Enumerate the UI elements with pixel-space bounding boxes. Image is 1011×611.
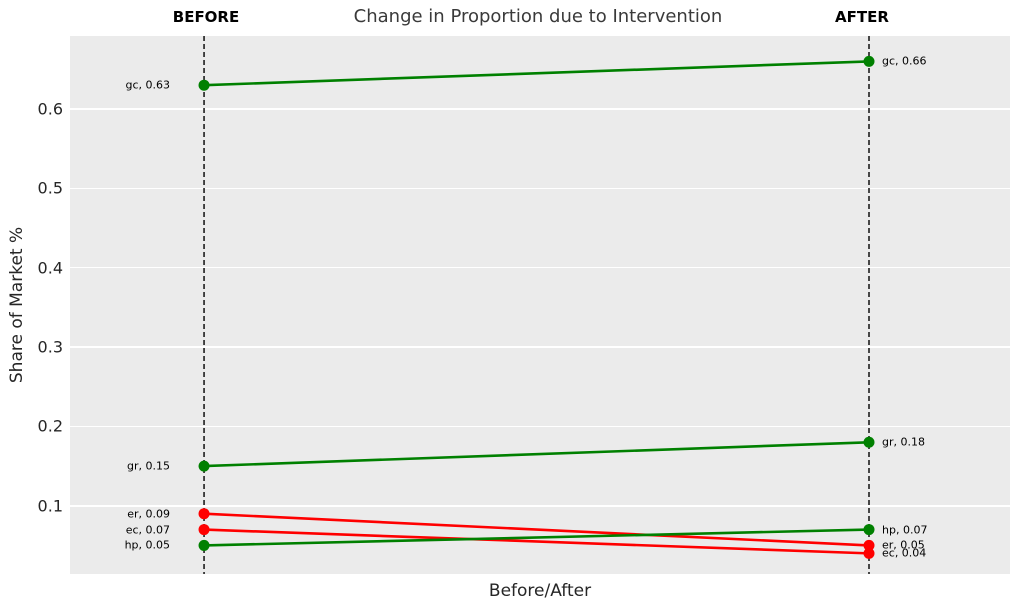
y-tick-labels: 0.1 0.2 0.3 0.4 0.5 0.6 (0, 36, 63, 574)
data-point-gc-after (863, 55, 875, 67)
plot-area: gc, 0.63 gc, 0.66 gr, 0.15 gr, 0.18 er, 0.09… (70, 36, 1010, 574)
y-tick-label: 0.5 (37, 178, 63, 198)
y-tick-label: 0.6 (37, 99, 63, 119)
gridline (70, 425, 1010, 428)
data-point-gc-before (198, 79, 210, 91)
data-point-ec-after (863, 547, 875, 559)
data-point-hp-before (198, 539, 210, 551)
slope-lines-layer (198, 36, 875, 574)
y-tick-label: 0.3 (37, 337, 63, 357)
y-tick-label: 0.1 (37, 496, 63, 516)
gridline (70, 505, 1010, 507)
data-point-er-after (863, 539, 875, 551)
after-column-header: AFTER (835, 8, 889, 26)
data-point-gr-after (863, 436, 875, 448)
y-tick-label: 0.4 (37, 258, 63, 278)
data-point-gr-before (198, 460, 210, 472)
slope-line-er (203, 512, 870, 547)
gridline (70, 187, 1010, 190)
slope-line-gr (203, 440, 870, 468)
data-point-hp-after (863, 524, 875, 536)
slope-line-hp (204, 528, 870, 547)
gridline (70, 266, 1010, 269)
data-point-ec-before (198, 524, 210, 536)
before-column-header: BEFORE (172, 8, 240, 26)
slope-line-gc (203, 60, 870, 87)
chart-title: Change in Proportion due to Intervention (353, 6, 723, 27)
data-point-er-before (198, 508, 210, 520)
gridline (70, 108, 1010, 110)
slope-line-ec (203, 528, 870, 555)
gridline (70, 346, 1010, 348)
y-tick-label: 0.2 (37, 416, 63, 436)
x-axis-label: Before/After (488, 581, 592, 601)
